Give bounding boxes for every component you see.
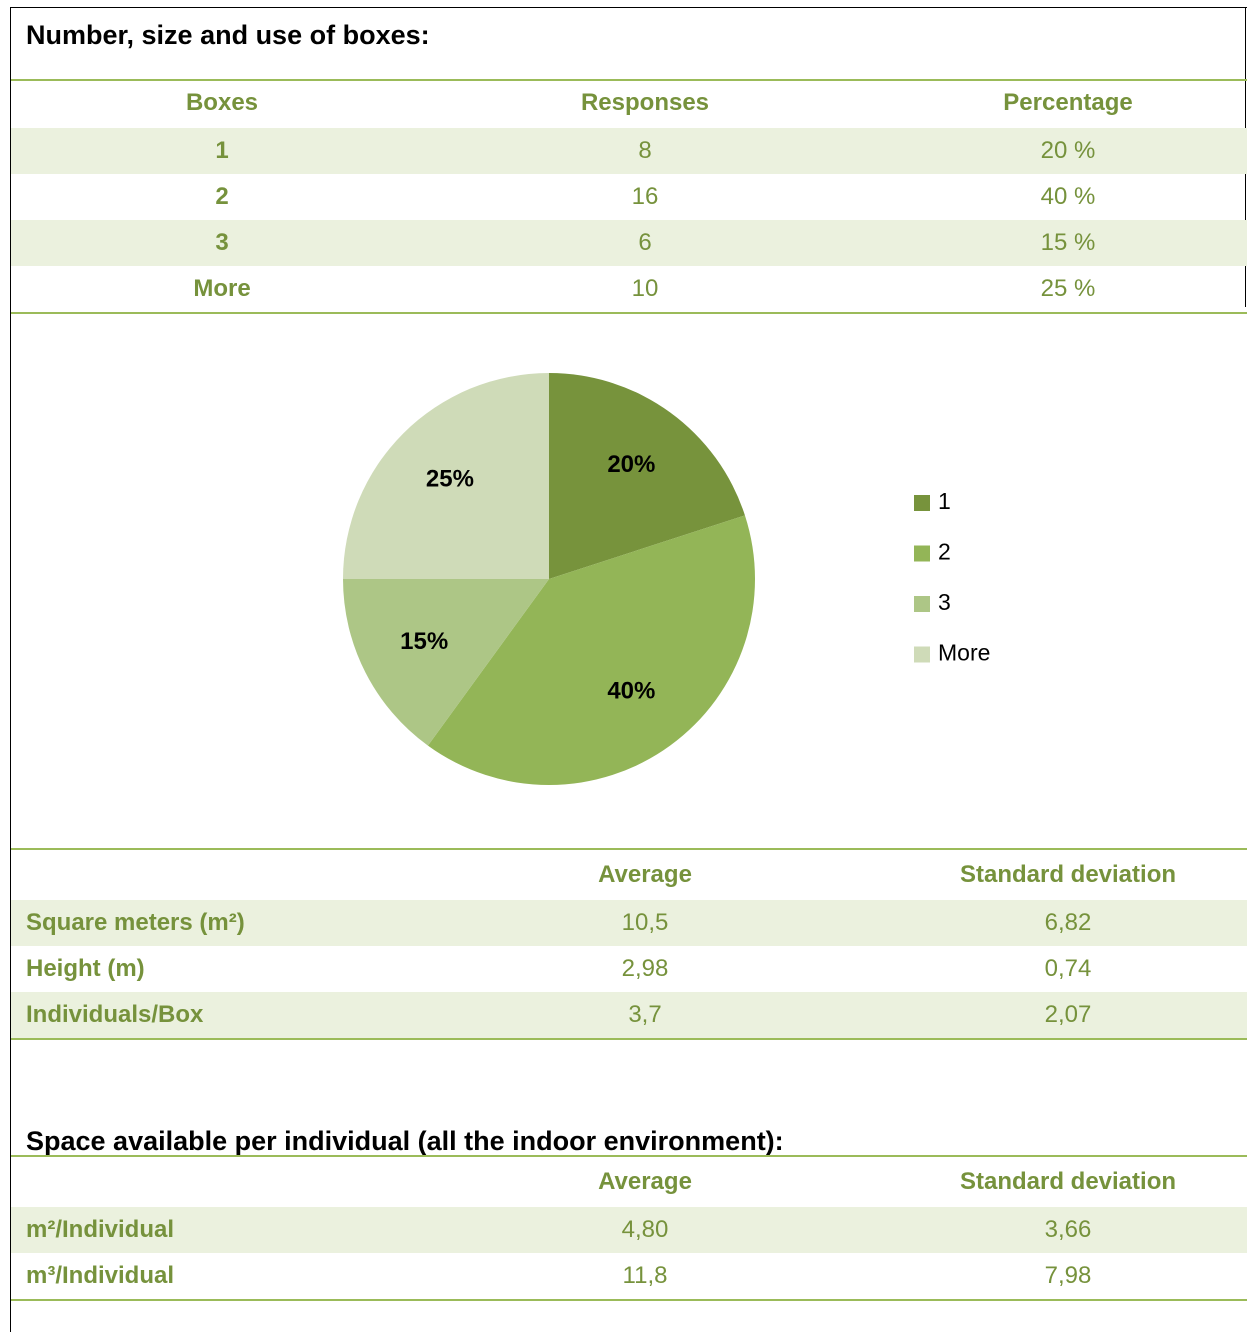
table-cell: 40 % (1040, 183, 1096, 210)
table-cell: Percentage (1003, 89, 1133, 116)
table-header: Boxes Responses Percentage (11, 80, 1247, 126)
legend-label: More (938, 640, 990, 666)
table-row: Square meters (m²) 10,5 6,82 (11, 900, 1247, 946)
table-cell: 2 (215, 183, 229, 210)
pie-slice (427, 515, 755, 785)
section-title: Number, size and use of boxes: (26, 20, 430, 50)
table-cell: 2,07 (1044, 1001, 1092, 1028)
table-cell: Responses (580, 89, 710, 116)
table-row: More 10 25 % (11, 266, 1247, 312)
table-cell: 3,66 (1044, 1216, 1092, 1243)
section-title: Space available per individual (all the … (26, 1126, 784, 1156)
table-cell: m³/Individual (26, 1262, 175, 1289)
table-cell: m²/Individual (26, 1216, 175, 1243)
table-row: m²/Individual 4,80 3,66 (11, 1207, 1247, 1253)
table-rule (11, 1155, 1247, 1157)
frame (10, 7, 1247, 8)
data-label: 40% (607, 678, 655, 705)
table-cell: Boxes (185, 89, 259, 116)
data-label: 15% (400, 628, 448, 655)
table-cell: 3 (215, 229, 229, 256)
table-rule (11, 1299, 1247, 1301)
pie-slice (343, 373, 549, 579)
table-row: 3 6 15 % (11, 220, 1247, 266)
table-cell: 3,7 (628, 1001, 662, 1028)
table-cell: 1 (215, 137, 229, 164)
table-cell: Average (598, 1168, 692, 1195)
table-cell: Standard deviation (959, 861, 1177, 888)
legend-swatch (914, 596, 930, 612)
table-cell: More (193, 275, 251, 302)
table-row: 1 8 20 % (11, 128, 1247, 174)
table-header: Average Standard deviation (11, 1159, 1247, 1205)
table-cell: 15 % (1040, 229, 1096, 256)
table-row: 2 16 40 % (11, 174, 1247, 220)
table-rule (11, 848, 1247, 850)
table-row: Height (m) 2,98 0,74 (11, 946, 1247, 992)
table-rule (11, 312, 1247, 314)
table-cell: 16 (631, 183, 659, 210)
table-row: m³/Individual 11,8 7,98 (11, 1253, 1247, 1299)
table-cell: Average (598, 861, 692, 888)
table-cell: 6,82 (1044, 909, 1092, 936)
legend-swatch (914, 545, 930, 562)
table-rule (11, 79, 1247, 81)
table-cell: 20 % (1040, 137, 1096, 164)
table-row: Individuals/Box 3,7 2,07 (11, 992, 1247, 1038)
legend-label: 1 (938, 488, 951, 514)
data-label: 25% (426, 465, 474, 492)
table-cell: 10,5 (621, 909, 669, 936)
legend-label: 3 (938, 589, 951, 615)
pie-slice (343, 579, 549, 746)
legend-swatch (914, 495, 930, 511)
legend-label: 2 (938, 539, 951, 565)
pie-slice (549, 373, 745, 579)
data-label: 20% (607, 451, 655, 478)
table-cell: 7,98 (1044, 1262, 1092, 1289)
table-cell: Square meters (m²) (26, 909, 245, 936)
table-cell: 0,74 (1044, 955, 1092, 982)
table-cell: 8 (638, 137, 652, 164)
table-cell: 11,8 (622, 1262, 668, 1289)
table-cell: 2,98 (621, 955, 669, 982)
table-rule (11, 1038, 1247, 1040)
table-cell: 25 % (1040, 275, 1096, 302)
legend-swatch (914, 646, 930, 663)
table-cell: 4,80 (621, 1216, 669, 1243)
table-cell: Individuals/Box (26, 1001, 204, 1028)
table-header: Average Standard deviation (11, 852, 1247, 898)
frame (10, 7, 11, 1332)
table-cell: Standard deviation (959, 1168, 1177, 1195)
table-cell: Height (m) (26, 955, 145, 982)
table-cell: 6 (638, 229, 652, 256)
table-cell: 10 (631, 275, 659, 302)
